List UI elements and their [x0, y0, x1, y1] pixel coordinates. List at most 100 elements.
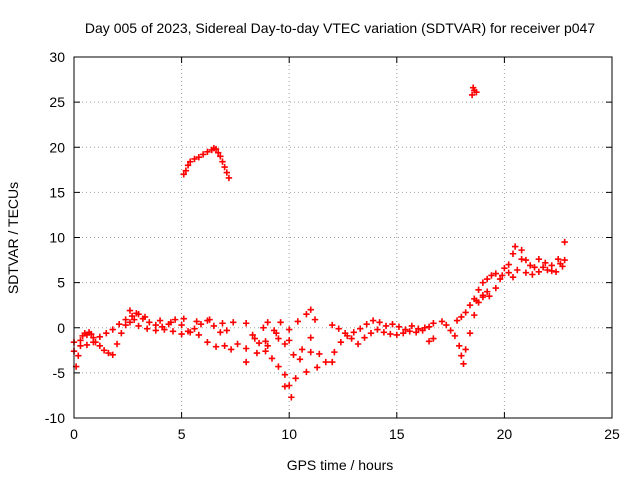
data-point: [286, 326, 293, 333]
data-point: [281, 371, 289, 378]
data-point: [329, 358, 336, 366]
x-tick-label: 5: [178, 426, 186, 442]
data-point: [77, 342, 84, 349]
data-point: [223, 327, 230, 334]
data-point: [180, 171, 187, 178]
data-point: [548, 267, 555, 275]
data-point: [447, 327, 454, 334]
data-point: [462, 309, 469, 316]
data-point: [348, 335, 355, 342]
data-point: [387, 330, 394, 338]
data-point: [430, 320, 437, 327]
data-point: [212, 343, 220, 350]
y-tick-label: -10: [45, 410, 65, 426]
data-point: [559, 263, 566, 270]
data-point: [473, 88, 480, 96]
data-point: [483, 288, 491, 295]
series-morning-band: [126, 307, 241, 353]
plot-frame: [73, 56, 613, 419]
data-point: [288, 394, 295, 401]
data-point: [561, 256, 568, 264]
data-point: [527, 262, 534, 269]
data-point: [458, 313, 465, 321]
data-point: [514, 266, 521, 274]
data-point: [195, 331, 203, 339]
data-point: [262, 338, 269, 345]
data-point: [292, 375, 299, 382]
data-point: [143, 325, 151, 332]
data-point: [406, 328, 413, 335]
data-point: [294, 318, 302, 325]
data-point: [135, 322, 142, 330]
x-tick-label: 15: [389, 426, 405, 442]
data-point: [219, 320, 226, 327]
data-point: [75, 352, 82, 359]
data-point: [505, 261, 512, 268]
data-point: [255, 339, 263, 347]
data-point: [412, 329, 420, 336]
data-point: [311, 316, 319, 323]
data-point: [469, 84, 477, 91]
data-point: [277, 319, 284, 326]
data-point: [96, 342, 104, 349]
data-point: [531, 264, 538, 271]
grid-lines: [74, 57, 612, 418]
data-point: [180, 315, 187, 322]
data-point: [451, 332, 459, 340]
data-point: [286, 382, 293, 389]
data-point: [206, 316, 213, 323]
data-point: [354, 340, 362, 348]
data-point: [182, 167, 190, 174]
x-tick-labels: 0 5 10 15 20 25: [70, 426, 620, 442]
data-point: [298, 346, 306, 353]
data-point: [479, 279, 487, 286]
data-points: [70, 84, 568, 401]
data-point: [415, 325, 422, 332]
data-point: [462, 346, 469, 353]
data-point: [103, 329, 110, 337]
data-point: [307, 306, 314, 313]
y-tick-label: 5: [57, 275, 65, 291]
data-point: [509, 250, 517, 257]
data-point: [126, 307, 134, 314]
data-point: [453, 317, 461, 324]
data-point: [395, 323, 403, 331]
data-point: [139, 315, 147, 322]
data-point: [193, 318, 200, 325]
data-point: [156, 317, 164, 324]
data-point: [199, 151, 207, 158]
series-afternoon-band: [329, 317, 437, 366]
data-point: [518, 246, 525, 254]
data-point: [109, 326, 116, 333]
x-tick-label: 10: [281, 426, 297, 442]
data-point: [473, 297, 480, 304]
data-point: [509, 274, 517, 281]
data-point: [475, 286, 482, 294]
data-point: [456, 342, 463, 349]
data-point: [511, 243, 519, 250]
data-point: [544, 266, 551, 274]
data-point: [522, 269, 530, 276]
data-point: [425, 338, 433, 345]
data-point: [430, 335, 437, 342]
data-point: [253, 349, 261, 357]
data-point: [496, 275, 504, 283]
data-point: [268, 355, 276, 362]
data-point: [83, 341, 91, 349]
data-point: [187, 329, 194, 336]
data-point: [169, 328, 177, 335]
data-point: [322, 358, 329, 366]
x-tick-label: 20: [497, 426, 513, 442]
data-point: [77, 337, 84, 344]
data-point: [303, 368, 310, 376]
data-point: [131, 316, 138, 323]
data-point: [542, 259, 549, 266]
y-axis-label: SDTVAR / TECUs: [5, 182, 21, 294]
data-point: [369, 317, 377, 324]
data-point: [492, 270, 499, 277]
data-point: [249, 331, 256, 339]
data-point: [133, 310, 140, 317]
data-point: [488, 272, 495, 279]
data-point: [505, 269, 512, 276]
data-point: [217, 329, 224, 336]
